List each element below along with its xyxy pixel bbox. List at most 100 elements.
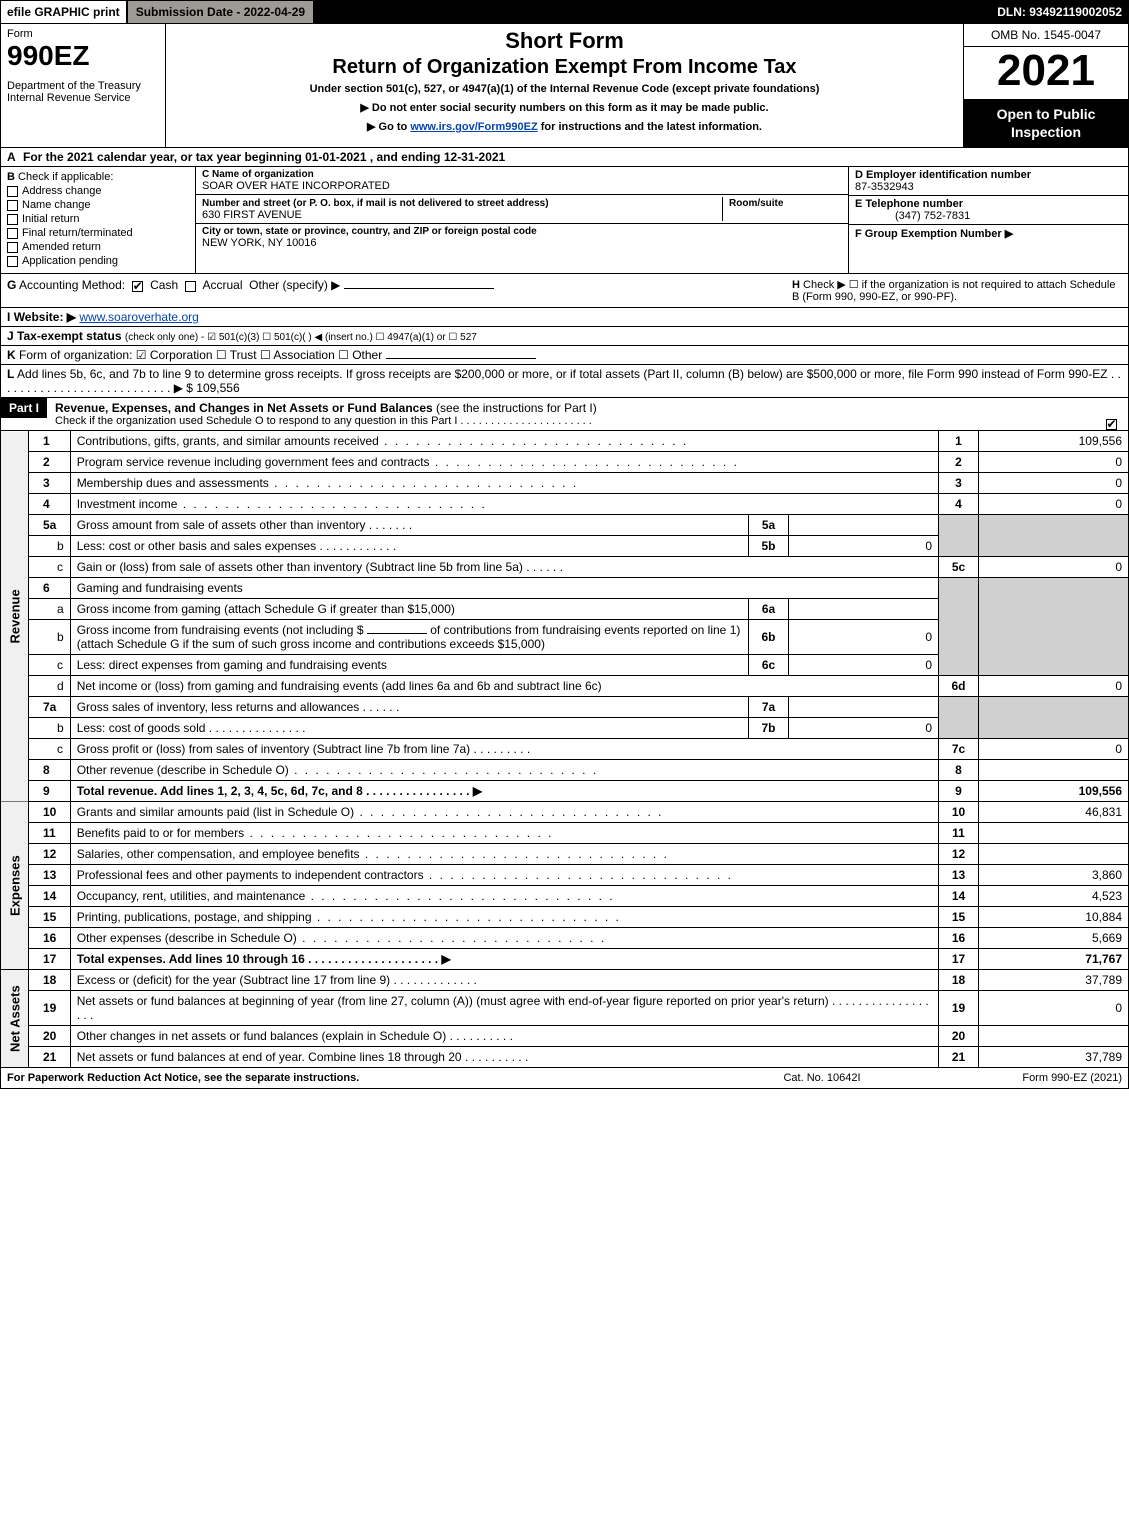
header-left: Form 990EZ Department of the Treasury In… — [1, 24, 166, 147]
efile-label[interactable]: efile GRAPHIC print — [1, 1, 126, 23]
part-i-checkline: Check if the organization used Schedule … — [55, 415, 457, 427]
header-right: OMB No. 1545-0047 2021 Open to Public In… — [963, 24, 1128, 147]
line-l-amount: ▶ $ 109,556 — [174, 381, 240, 395]
part-i-table: Revenue 1 Contributions, gifts, grants, … — [0, 431, 1129, 1068]
line-j: J Tax-exempt status (check only one) - ☑… — [0, 327, 1129, 346]
col-c: C Name of organization SOAR OVER HATE IN… — [196, 167, 848, 273]
line-3: 3 Membership dues and assessments 3 0 — [1, 473, 1129, 494]
irs-link[interactable]: www.irs.gov/Form990EZ — [410, 121, 537, 133]
title-return: Return of Organization Exempt From Incom… — [174, 56, 955, 79]
revenue-label: Revenue — [1, 431, 29, 802]
form-header: Form 990EZ Department of the Treasury In… — [0, 24, 1129, 148]
omb-number: OMB No. 1545-0047 — [964, 24, 1128, 47]
chk-accrual[interactable] — [185, 281, 196, 292]
part-i-title: Revenue, Expenses, and Changes in Net As… — [55, 401, 433, 415]
line-1: Revenue 1 Contributions, gifts, grants, … — [1, 431, 1129, 452]
line-2: 2 Program service revenue including gove… — [1, 452, 1129, 473]
line-11: 11 Benefits paid to or for members 11 — [1, 823, 1129, 844]
line-15: 15 Printing, publications, postage, and … — [1, 907, 1129, 928]
city-value: NEW YORK, NY 10016 — [202, 237, 842, 249]
line-l-prefix: L — [7, 367, 14, 381]
line-k-prefix: K — [7, 348, 16, 362]
street-label: Number and street (or P. O. box, if mail… — [202, 198, 549, 209]
line-k-label: Form of organization: — [19, 348, 132, 362]
line-j-prefix: J — [7, 329, 14, 343]
tel-value: (347) 752-7831 — [855, 210, 970, 222]
goto-suffix: for instructions and the latest informat… — [541, 121, 762, 133]
chk-address-change[interactable]: Address change — [7, 185, 189, 197]
line-20: 20 Other changes in net assets or fund b… — [1, 1026, 1129, 1047]
col-def: D Employer identification number 87-3532… — [848, 167, 1128, 273]
netassets-label: Net Assets — [1, 970, 29, 1068]
footer-left: For Paperwork Reduction Act Notice, see … — [7, 1072, 722, 1084]
col-b-text: Check if applicable: — [18, 171, 113, 183]
chk-application-pending[interactable]: Application pending — [7, 255, 189, 267]
line-7c: c Gross profit or (loss) from sales of i… — [1, 739, 1129, 760]
room-label: Room/suite — [729, 198, 783, 209]
line-a-text: For the 2021 calendar year, or tax year … — [23, 150, 505, 164]
org-name-label: C Name of organization — [202, 169, 842, 180]
org-info-grid: B Check if applicable: Address change Na… — [0, 167, 1129, 274]
col-b: B Check if applicable: Address change Na… — [1, 167, 196, 273]
ein-label: D Employer identification number — [855, 169, 1031, 181]
tax-year: 2021 — [964, 47, 1128, 99]
group-exemption-label: F Group Exemption Number ▶ — [855, 228, 1013, 240]
chk-cash[interactable] — [132, 281, 143, 292]
warn-goto: ▶ Go to www.irs.gov/Form990EZ for instru… — [174, 120, 955, 133]
chk-initial-return[interactable]: Initial return — [7, 213, 189, 225]
line-6d: d Net income or (loss) from gaming and f… — [1, 676, 1129, 697]
chk-amended-return[interactable]: Amended return — [7, 241, 189, 253]
part-i-label: Part I — [1, 398, 47, 418]
line-14: 14 Occupancy, rent, utilities, and maint… — [1, 886, 1129, 907]
org-name: SOAR OVER HATE INCORPORATED — [202, 180, 842, 192]
other-label: Other (specify) ▶ — [249, 278, 340, 292]
line-18: Net Assets 18 Excess or (deficit) for th… — [1, 970, 1129, 991]
line-16: 16 Other expenses (describe in Schedule … — [1, 928, 1129, 949]
city-label: City or town, state or province, country… — [202, 226, 842, 237]
line-g-label: Accounting Method: — [19, 278, 125, 292]
form-label: Form — [7, 28, 159, 40]
line-k: K Form of organization: ☑ Corporation ☐ … — [0, 346, 1129, 365]
chk-final-return[interactable]: Final return/terminated — [7, 227, 189, 239]
line-8: 8 Other revenue (describe in Schedule O)… — [1, 760, 1129, 781]
line-k-text: ☑ Corporation ☐ Trust ☐ Association ☐ Ot… — [136, 348, 382, 362]
line-10: Expenses 10 Grants and similar amounts p… — [1, 802, 1129, 823]
part-i-header: Part I Revenue, Expenses, and Changes in… — [0, 398, 1129, 431]
line-g-h: G Accounting Method: Cash Accrual Other … — [0, 274, 1129, 308]
warn-ssn: ▶ Do not enter social security numbers o… — [174, 101, 955, 114]
line-i: I Website: ▶ www.soaroverhate.org — [0, 308, 1129, 327]
title-short-form: Short Form — [174, 28, 955, 54]
line-21: 21 Net assets or fund balances at end of… — [1, 1047, 1129, 1068]
goto-prefix: ▶ Go to — [367, 121, 410, 133]
line-7a: 7a Gross sales of inventory, less return… — [1, 697, 1129, 718]
line-j-text: (check only one) - ☑ 501(c)(3) ☐ 501(c)(… — [125, 332, 477, 343]
under-section: Under section 501(c), 527, or 4947(a)(1)… — [174, 83, 955, 95]
line-5c: c Gain or (loss) from sale of assets oth… — [1, 557, 1129, 578]
line-l-text: Add lines 5b, 6c, and 7b to line 9 to de… — [17, 367, 1108, 381]
top-bar: efile GRAPHIC print Submission Date - 20… — [0, 0, 1129, 24]
line-g-prefix: G — [7, 278, 16, 292]
ein-value: 87-3532943 — [855, 181, 914, 193]
line-h-prefix: H — [792, 279, 800, 291]
dln-label: DLN: 93492119002052 — [991, 3, 1128, 21]
footer-center: Cat. No. 10642I — [722, 1072, 922, 1084]
footer-right: Form 990-EZ (2021) — [922, 1072, 1122, 1084]
line-6: 6 Gaming and fundraising events — [1, 578, 1129, 599]
chk-name-change[interactable]: Name change — [7, 199, 189, 211]
line-i-label: Website: ▶ — [14, 310, 76, 324]
tel-label: E Telephone number — [855, 198, 963, 210]
submission-date: Submission Date - 2022-04-29 — [126, 1, 315, 23]
line-i-prefix: I — [7, 310, 10, 324]
form-990ez: 990EZ — [7, 40, 90, 72]
chk-schedule-o[interactable] — [1106, 419, 1117, 430]
part-i-subtitle: (see the instructions for Part I) — [436, 401, 597, 415]
website-link[interactable]: www.soaroverhate.org — [79, 310, 198, 324]
col-b-label: B — [7, 171, 15, 183]
line-17: 17 Total expenses. Add lines 10 through … — [1, 949, 1129, 970]
expenses-label: Expenses — [1, 802, 29, 970]
header-center: Short Form Return of Organization Exempt… — [166, 24, 963, 147]
line-19: 19 Net assets or fund balances at beginn… — [1, 991, 1129, 1026]
dept-label: Department of the Treasury Internal Reve… — [7, 80, 159, 104]
cash-label: Cash — [150, 278, 178, 292]
form-number: 990EZ — [7, 40, 159, 72]
